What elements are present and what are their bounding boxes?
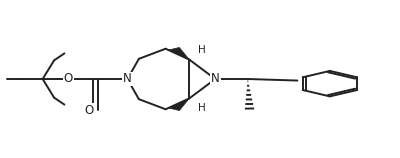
Text: N: N [123, 73, 132, 85]
Text: H: H [198, 45, 206, 55]
Polygon shape [169, 48, 189, 60]
Text: O: O [85, 103, 94, 117]
Text: O: O [64, 73, 73, 85]
Text: H: H [198, 103, 206, 113]
Polygon shape [169, 98, 189, 110]
Text: N: N [211, 73, 220, 85]
